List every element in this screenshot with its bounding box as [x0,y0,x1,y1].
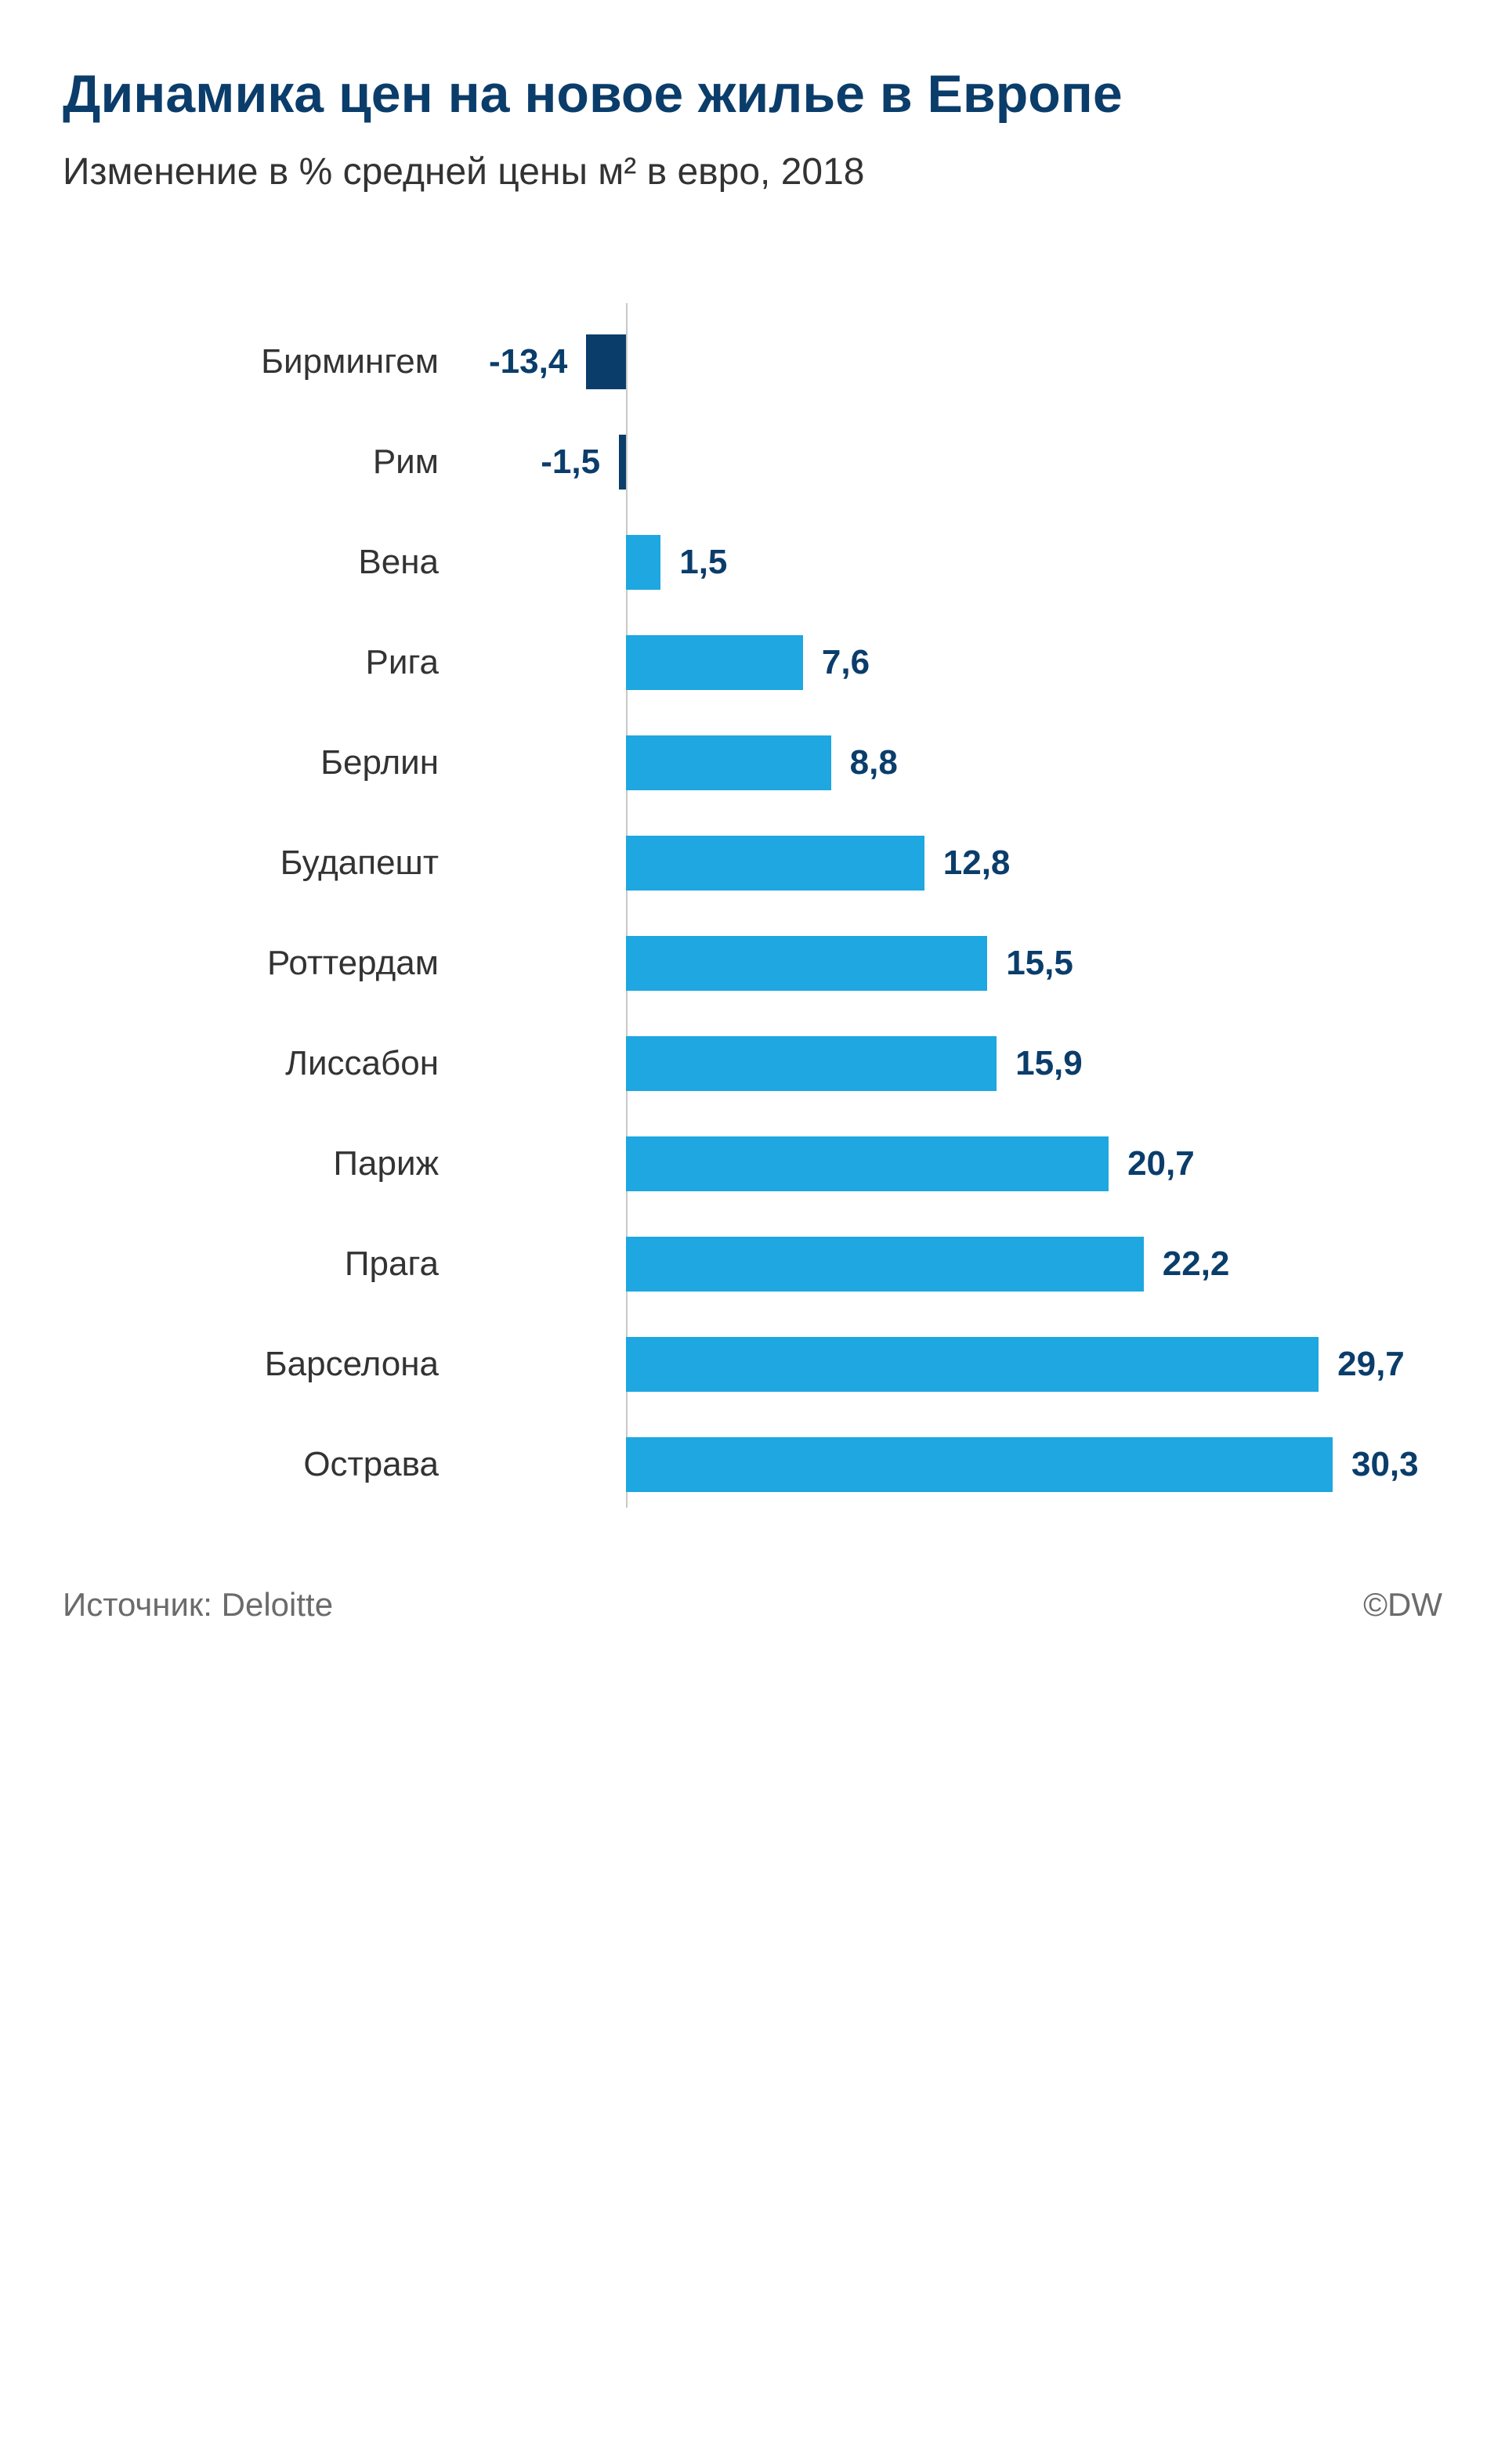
bar-value-label: -1,5 [522,443,619,482]
bar [626,1036,997,1091]
bar-category-label: Лиссабон [63,1044,470,1083]
bar [619,435,626,490]
bar-track: 15,9 [470,1036,1442,1091]
bar-row: Прага 22,2 [63,1237,1442,1292]
bar-track: 15,5 [470,936,1442,991]
bar-track: 22,2 [470,1237,1442,1292]
bar-value-label: 22,2 [1144,1245,1249,1284]
bar [626,1237,1144,1292]
bar-value-label: -13,4 [470,342,586,381]
bar-track: -1,5 [470,435,1442,490]
bar-category-label: Вена [63,543,470,582]
bar [626,1136,1109,1191]
bar-track: 1,5 [470,535,1442,590]
bar [626,936,988,991]
bar [586,334,625,389]
bar-row: Роттердам 15,5 [63,936,1442,991]
bar-category-label: Рим [63,443,470,482]
bar-row: Будапешт 12,8 [63,836,1442,891]
bar-row: Париж 20,7 [63,1136,1442,1191]
chart-subtitle: Изменение в % средней цены м² в евро, 20… [63,150,1442,193]
bar-value-label: 15,5 [987,944,1092,983]
bar [626,735,831,790]
bar-value-label: 20,7 [1109,1144,1214,1183]
bar-row: Рига 7,6 [63,635,1442,690]
bar-category-label: Бирмингем [63,342,470,381]
bar-track: 8,8 [470,735,1442,790]
chart-title: Динамика цен на новое жилье в Европе [63,63,1442,127]
bar-value-label: 12,8 [924,844,1029,883]
bar-row: Лиссабон 15,9 [63,1036,1442,1091]
bar-value-label: 29,7 [1319,1345,1424,1384]
bar-row: Острава 30,3 [63,1437,1442,1492]
price-dynamics-chart: Динамика цен на новое жилье в Европе Изм… [0,0,1505,1671]
bar-track: 30,3 [470,1437,1442,1492]
bar-category-label: Берлин [63,743,470,782]
chart-plot-area: Бирмингем-13,4 Рим -1,5 Вена 1,5 Рига 7,6 Берли… [63,334,1442,1492]
bar-value-label: 1,5 [660,543,746,582]
bar-row: Рим -1,5 [63,435,1442,490]
bar-value-label: 15,9 [997,1044,1102,1083]
bar-value-label: 7,6 [803,643,888,682]
bar [626,1437,1333,1492]
bar-track: 12,8 [470,836,1442,891]
bar [626,836,924,891]
bars-group: Бирмингем-13,4 Рим -1,5 Вена 1,5 Рига 7,6 Берли… [63,334,1442,1492]
bar-category-label: Рига [63,643,470,682]
bar-row: Вена 1,5 [63,535,1442,590]
source: Источник: Deloitte [63,1586,333,1624]
source-value: Deloitte [222,1586,333,1623]
bar [626,1337,1319,1392]
bar-category-label: Будапешт [63,844,470,883]
bar-category-label: Роттердам [63,944,470,983]
bar-track: 29,7 [470,1337,1442,1392]
bar-value-label: 30,3 [1333,1445,1438,1484]
bar-row: Берлин 8,8 [63,735,1442,790]
bar [626,535,661,590]
bar-category-label: Барселона [63,1345,470,1384]
source-label: Источник: [63,1586,222,1623]
bar-track: 7,6 [470,635,1442,690]
copyright: ©DW [1363,1586,1442,1624]
chart-footer: Источник: Deloitte ©DW [63,1586,1442,1624]
bar-category-label: Прага [63,1245,470,1284]
bar-category-label: Париж [63,1144,470,1183]
bar-category-label: Острава [63,1445,470,1484]
bar-track: 20,7 [470,1136,1442,1191]
bar-track: -13,4 [470,334,1442,389]
bar [626,635,803,690]
bar-row: Бирмингем-13,4 [63,334,1442,389]
bar-value-label: 8,8 [831,743,917,782]
bar-row: Барселона 29,7 [63,1337,1442,1392]
